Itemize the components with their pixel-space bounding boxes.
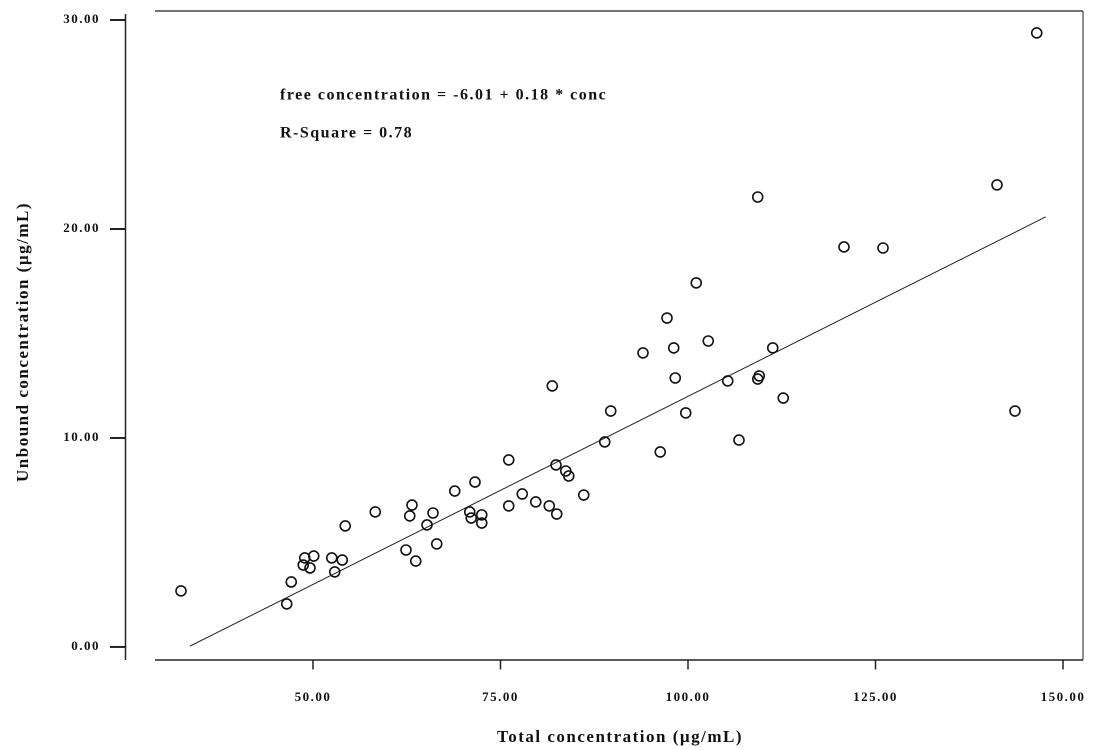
point [369, 506, 382, 518]
point [690, 277, 703, 289]
point [598, 436, 611, 448]
point [838, 241, 850, 253]
point [543, 500, 556, 512]
point [637, 347, 649, 359]
point [661, 312, 673, 324]
point [654, 446, 667, 458]
point [175, 585, 187, 597]
point [304, 562, 316, 574]
x-tick-label: 100.00 [666, 689, 711, 704]
equation: free concentration = -6.01 + 0.18 * conc [280, 87, 607, 104]
point [529, 496, 542, 508]
point [733, 434, 745, 446]
point [421, 519, 433, 531]
point [546, 380, 559, 392]
point [753, 370, 766, 382]
y-tick-label: 0.00 [71, 638, 100, 653]
point [448, 485, 461, 497]
point [430, 538, 443, 550]
y-tick-label: 10.00 [63, 429, 100, 444]
point [285, 576, 298, 588]
point [403, 510, 416, 522]
point [1030, 27, 1043, 39]
point [991, 179, 1003, 191]
point [550, 508, 563, 520]
point [751, 191, 764, 203]
point [702, 335, 715, 347]
r-square: R-Square = 0.78 [280, 125, 413, 142]
x-tick-label: 50.00 [295, 689, 332, 704]
point [469, 476, 481, 488]
point [679, 407, 692, 419]
x-tick-label: 125.00 [853, 689, 898, 704]
point [562, 470, 575, 482]
point [475, 517, 488, 529]
point [409, 555, 422, 567]
point [502, 454, 515, 466]
point [325, 552, 338, 564]
point [667, 342, 680, 354]
point [328, 566, 341, 578]
point [465, 512, 478, 524]
point [475, 509, 488, 521]
fit-line [189, 216, 1046, 647]
point [777, 392, 790, 404]
point [297, 559, 310, 571]
point [502, 500, 515, 512]
point [877, 242, 889, 254]
point [406, 499, 418, 511]
point [577, 489, 590, 501]
point [766, 342, 779, 354]
point [336, 554, 349, 566]
point [400, 544, 412, 556]
point [721, 375, 734, 387]
x-axis-label: Total concentration (µg/mL) [497, 727, 743, 746]
point [669, 372, 682, 384]
y-tick-label: 20.00 [63, 220, 100, 235]
point [1009, 405, 1021, 417]
x-tick-label: 75.00 [482, 689, 519, 704]
point [339, 520, 352, 532]
point [280, 598, 293, 610]
point [550, 459, 562, 471]
point [427, 507, 439, 519]
point [307, 550, 320, 562]
point [604, 405, 617, 417]
point [516, 488, 529, 500]
point [463, 506, 476, 518]
x-tick-label: 150.00 [1041, 689, 1086, 704]
y-axis-label: Unbound concentration (µg/mL) [13, 202, 32, 482]
y-tick-label: 30.00 [63, 11, 100, 26]
